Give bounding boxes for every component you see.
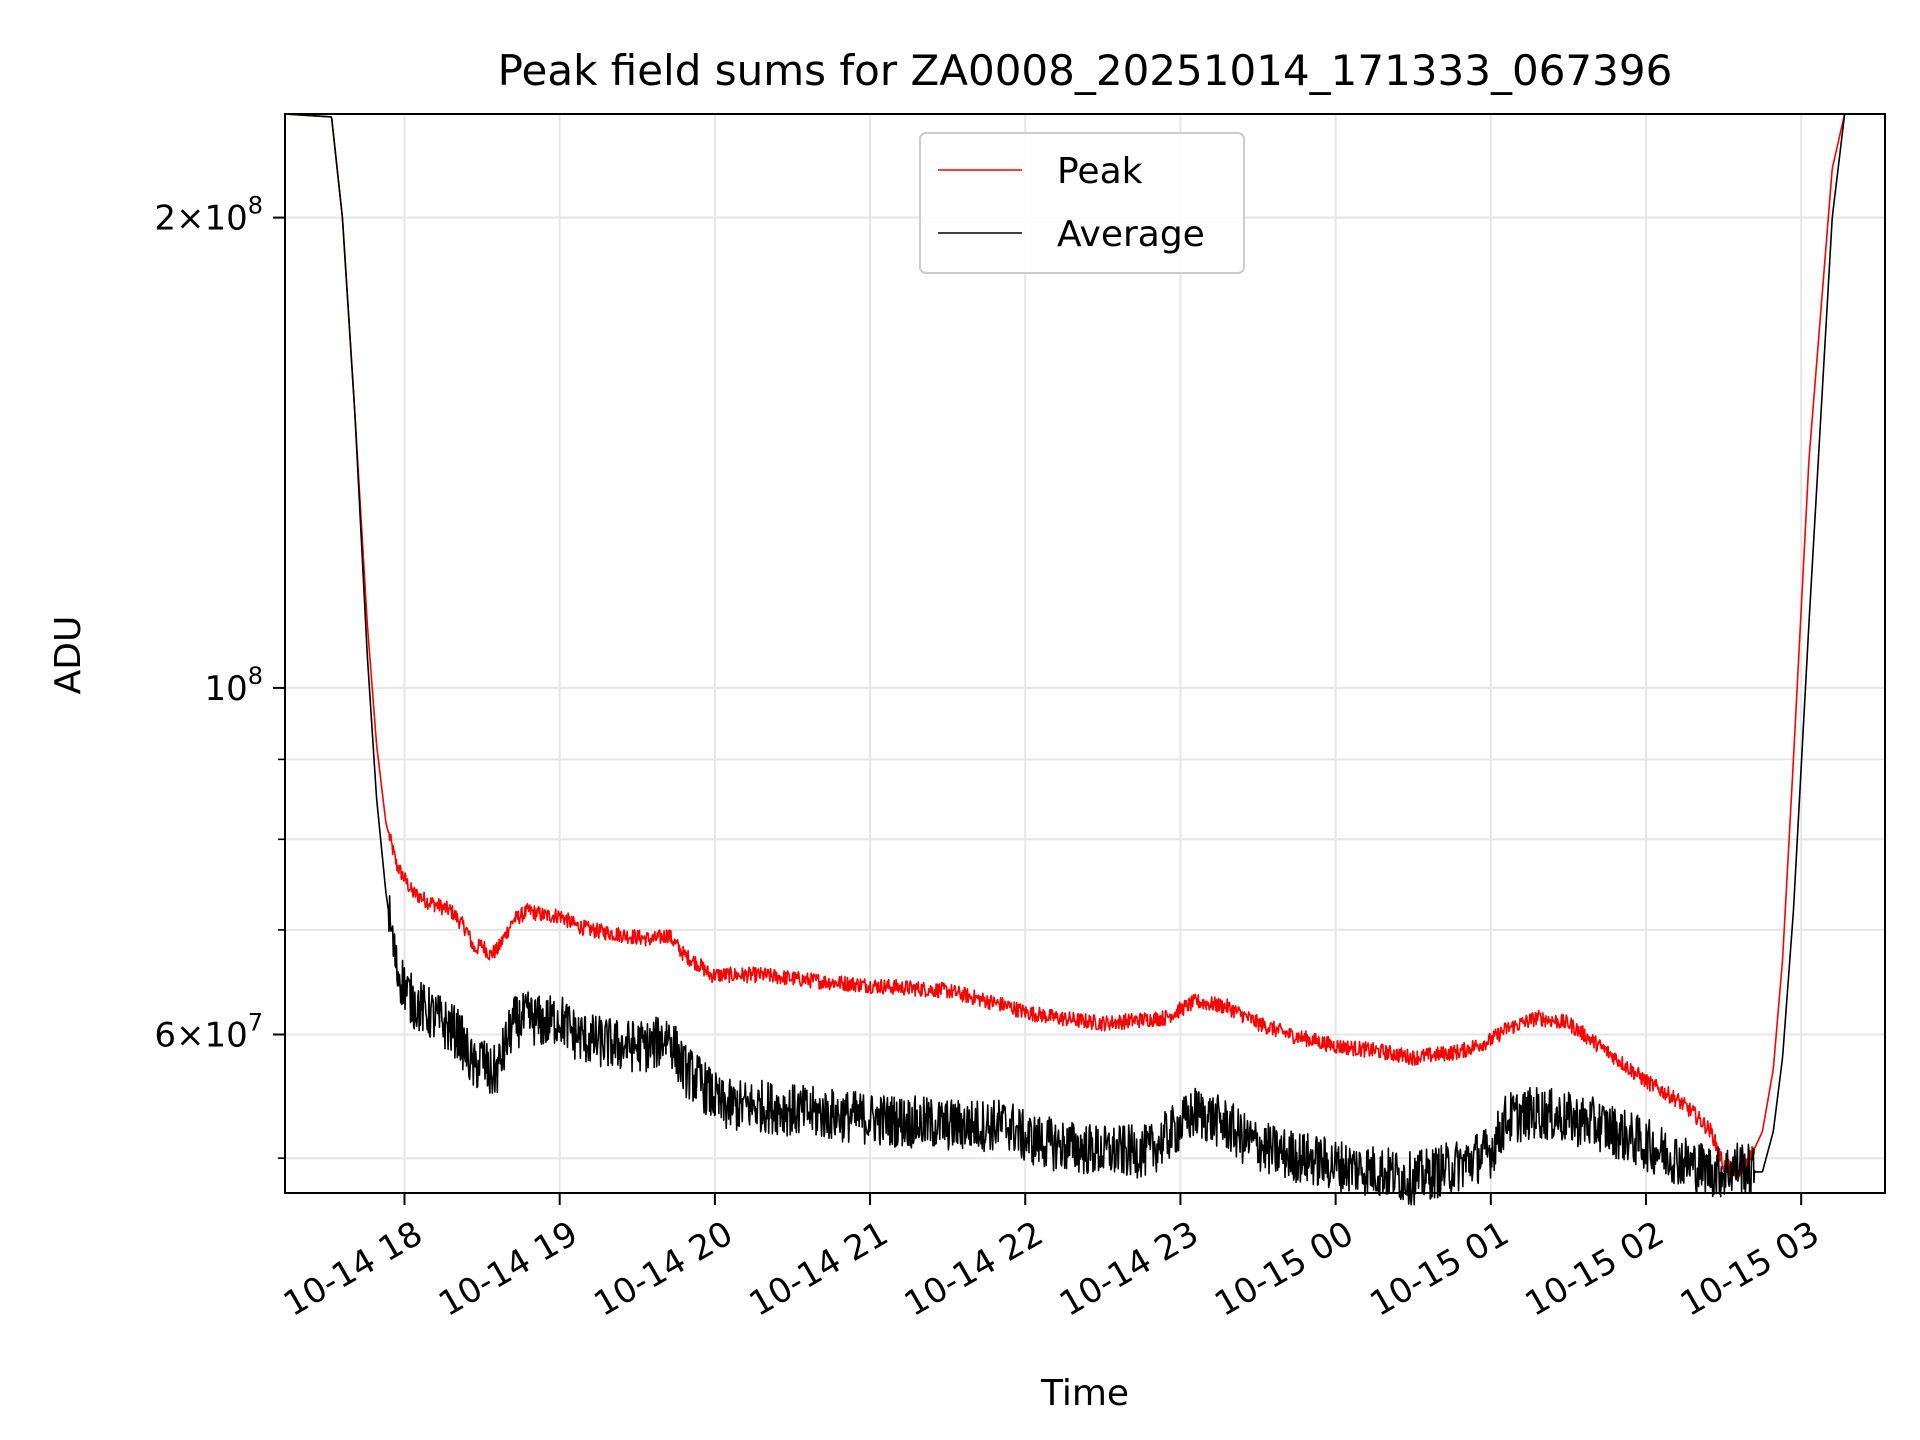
x-tick-label: 10-14 22 bbox=[898, 1214, 1050, 1325]
legend: Peak Average bbox=[919, 132, 1245, 274]
y-tick-label: 108 bbox=[204, 662, 263, 709]
x-tick-label: 10-14 18 bbox=[277, 1214, 429, 1325]
x-tick-label: 10-15 02 bbox=[1519, 1214, 1671, 1325]
x-tick-label: 10-14 19 bbox=[432, 1214, 584, 1325]
x-tick-label: 10-14 23 bbox=[1053, 1214, 1205, 1325]
series-line-peak bbox=[284, 113, 1886, 1179]
legend-box bbox=[919, 132, 1245, 274]
x-tick-label: 10-15 00 bbox=[1208, 1214, 1360, 1325]
legend-label-average: Average bbox=[1057, 214, 1205, 255]
x-axis: 10-14 18 10-14 19 10-14 20 10-14 21 10-14 22… bbox=[277, 1193, 1826, 1325]
x-tick-label: 10-15 03 bbox=[1674, 1214, 1826, 1325]
y-axis: 6×107 108 2×108 bbox=[154, 192, 285, 1159]
x-tick-label: 10-15 01 bbox=[1363, 1214, 1515, 1325]
chart-title: Peak field sums for ZA0008_20251014_1713… bbox=[498, 46, 1673, 95]
plot-frame bbox=[284, 113, 1886, 1194]
legend-label-peak: Peak bbox=[1057, 151, 1143, 192]
y-tick-label: 2×108 bbox=[154, 192, 263, 239]
y-tick-label: 6×107 bbox=[154, 1008, 263, 1055]
series-layer bbox=[284, 113, 1886, 1206]
x-axis-label: Time bbox=[1040, 1373, 1129, 1414]
series-line-average bbox=[284, 113, 1886, 1206]
y-axis-label: ADU bbox=[48, 616, 89, 695]
x-tick-label: 10-14 20 bbox=[587, 1214, 739, 1325]
grid bbox=[285, 114, 1885, 1193]
x-tick-label: 10-14 21 bbox=[743, 1214, 895, 1325]
